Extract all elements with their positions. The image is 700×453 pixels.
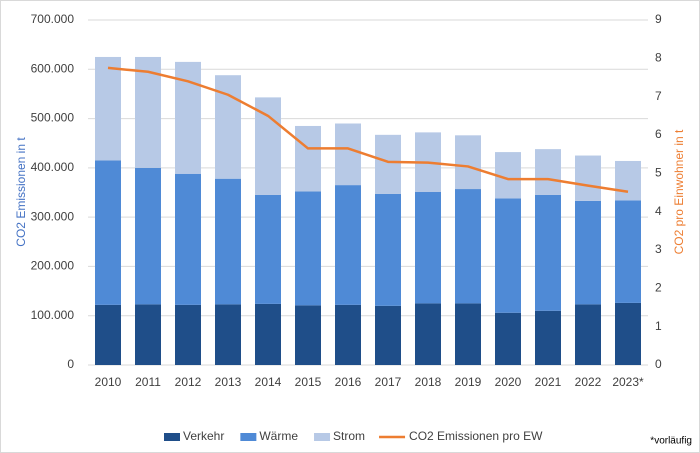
x-tick-label: 2019 <box>455 375 482 389</box>
y2-tick-label: 0 <box>655 357 662 371</box>
y2-tick-label: 5 <box>655 166 662 180</box>
y-tick-label: 300.000 <box>31 209 75 223</box>
bar-segment <box>335 185 361 305</box>
bar-segment <box>455 189 481 304</box>
y-tick-label: 100.000 <box>31 308 75 322</box>
line <box>107 66 629 193</box>
x-tick-label: 2012 <box>175 375 202 389</box>
legend-label: Verkehr <box>183 429 224 443</box>
y2-tick-label: 2 <box>655 281 662 295</box>
bar-segment <box>295 191 321 306</box>
bar-segment <box>295 305 321 365</box>
y-tick-label: 400.000 <box>31 160 75 174</box>
bar-segment <box>175 173 201 305</box>
x-tick-label: 2015 <box>295 375 322 389</box>
bar-segment <box>615 160 641 201</box>
bar-segment <box>175 304 201 365</box>
bar-segment <box>455 135 481 190</box>
bar-segment <box>575 304 601 365</box>
y2-tick-label: 6 <box>655 127 662 141</box>
bar-segment <box>495 198 521 313</box>
bar-segment <box>535 310 561 365</box>
y2-axis-title: CO2 pro Einwohner in t <box>672 129 686 254</box>
x-tick-label: 2010 <box>95 375 122 389</box>
bar-segment <box>95 160 121 305</box>
bar-segment <box>535 194 561 311</box>
bar-segment <box>95 56 121 161</box>
legend-swatch <box>164 433 180 441</box>
x-tick-label: 2013 <box>215 375 242 389</box>
bar-segment <box>95 304 121 365</box>
bar-segment <box>215 178 241 305</box>
bar-segment <box>135 167 161 305</box>
bar-segment <box>335 123 361 186</box>
y2-tick-label: 8 <box>655 51 662 65</box>
bar-segment <box>455 303 481 365</box>
x-tick-label: 2014 <box>255 375 282 389</box>
bar-segment <box>335 304 361 365</box>
bar-segment <box>415 303 441 365</box>
y2-tick-label: 4 <box>655 204 662 218</box>
x-tick-label: 2011 <box>135 375 161 389</box>
bar-segment <box>135 304 161 365</box>
y2-tick-label: 7 <box>655 89 662 103</box>
x-tick-label: 2022 <box>575 375 602 389</box>
y2-tick-label: 1 <box>655 319 662 333</box>
y2-tick-label: 3 <box>655 242 662 256</box>
bar-segment <box>375 193 401 306</box>
bar-segment <box>215 304 241 365</box>
legend-label: Strom <box>333 429 365 443</box>
y2-tick-label: 9 <box>655 12 662 26</box>
bar-segment <box>255 97 281 195</box>
x-tick-label: 2020 <box>495 375 522 389</box>
x-tick-label: 2016 <box>335 375 362 389</box>
x-tick-label: 2018 <box>415 375 442 389</box>
bar-segment <box>255 194 281 304</box>
legend-label: Wärme <box>259 429 298 443</box>
bar-segment <box>295 125 321 192</box>
y-tick-label: 500.000 <box>31 111 75 125</box>
y-tick-label: 700.000 <box>31 12 75 26</box>
bar-segment <box>135 56 161 168</box>
note: *vorläufig <box>650 436 692 447</box>
bar-segment <box>615 302 641 365</box>
bar-segment <box>375 305 401 365</box>
y-tick-label: 200.000 <box>31 259 75 273</box>
bar-segment <box>495 312 521 365</box>
bar-segment <box>575 200 601 305</box>
y-axis-title: CO2 Emissionen in t <box>14 137 28 247</box>
bar-segment <box>575 155 601 201</box>
legend-swatch <box>314 433 331 441</box>
x-tick-label: 2023* <box>612 375 644 389</box>
bar-segment <box>415 192 441 304</box>
bar-segment <box>255 303 281 365</box>
y-tick-label: 0 <box>67 357 74 371</box>
bar-segment <box>375 134 401 194</box>
legend-label: CO2 Emissionen pro EW <box>409 429 543 443</box>
x-tick-label: 2021 <box>535 375 562 389</box>
bar-segment <box>535 149 561 195</box>
x-tick-label: 2017 <box>375 375 402 389</box>
bar-segment <box>615 200 641 303</box>
legend-swatch <box>240 433 257 441</box>
y-tick-label: 600.000 <box>31 61 75 75</box>
